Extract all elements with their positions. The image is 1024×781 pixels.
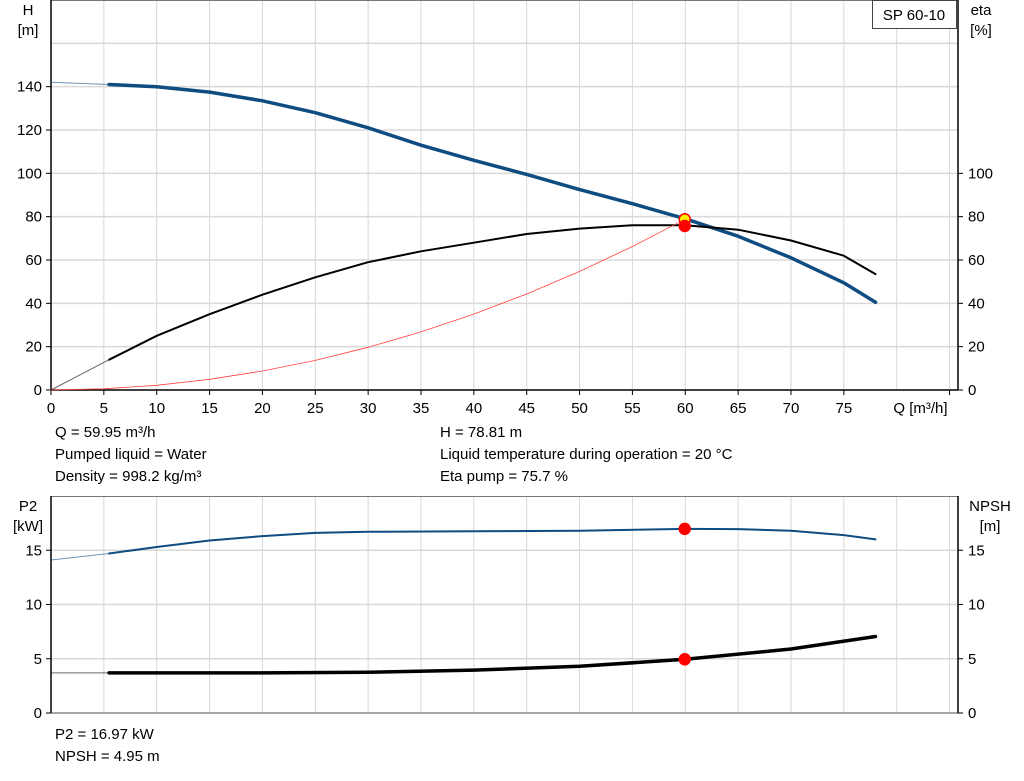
y-tick-label-right: 15 (968, 542, 985, 559)
y-tick-label-right: 0 (968, 705, 976, 722)
curve-eta-extrapolated (50, 359, 110, 391)
operating-point-eta (678, 219, 691, 233)
y-axis-unit-right: [%] (970, 22, 992, 39)
y-tick-label-right: 20 (968, 339, 985, 356)
operating-point-NPSH (678, 653, 691, 666)
info-density: Density = 998.2 kg/m³ (55, 468, 202, 485)
y-tick-label-left: 15 (25, 542, 42, 559)
model-label-box (872, 0, 957, 29)
x-tick-label: 35 (413, 400, 430, 417)
info-liquid: Pumped liquid = Water (55, 446, 207, 463)
y-axis-label-right: eta (971, 2, 993, 19)
y-tick-label-left: 20 (25, 339, 42, 356)
y-tick-label-left: 80 (25, 209, 42, 226)
y-tick-label-right: 5 (968, 651, 976, 668)
curve-P2-extrapolated (50, 553, 110, 561)
x-tick-label: 50 (571, 400, 588, 417)
curve-H (107, 82, 878, 305)
y-axis-unit-left: [m] (18, 22, 39, 39)
model-label: SP 60-10 (883, 7, 945, 24)
y-tick-label-left: 5 (34, 651, 42, 668)
x-tick-label: 60 (677, 400, 694, 417)
x-tick-label: 75 (835, 400, 852, 417)
y-axis-label-right: NPSH (969, 498, 1011, 515)
y-tick-label-right: 60 (968, 252, 985, 269)
x-tick-label: 55 (624, 400, 641, 417)
y-tick-label-left: 100 (17, 165, 42, 182)
x-tick-label: 40 (466, 400, 483, 417)
y-tick-label-right: 100 (968, 165, 993, 182)
x-tick-label: 10 (148, 400, 165, 417)
y-axis-unit-right: [m] (980, 518, 1001, 535)
info-npsh: NPSH = 4.95 m (55, 748, 160, 765)
y-tick-label-right: 10 (968, 597, 985, 614)
y-tick-label-left: 120 (17, 122, 42, 139)
x-tick-label: 65 (730, 400, 747, 417)
y-axis-label-left: H (23, 2, 34, 19)
info-flow: Q = 59.95 m³/h (55, 424, 156, 441)
x-tick-label: 5 (100, 400, 108, 417)
y-tick-label-left: 10 (25, 597, 42, 614)
y-tick-label-left: 140 (17, 79, 42, 96)
x-tick-label: 30 (360, 400, 377, 417)
info-left: Q = 59.95 m³/h Pumped liquid = Water Den… (55, 422, 207, 488)
operating-point-P2 (678, 522, 691, 536)
x-tick-label: 25 (307, 400, 324, 417)
curve-NPSH (107, 634, 878, 675)
info-temperature: Liquid temperature during operation = 20… (440, 446, 733, 463)
info-p2: P2 = 16.97 kW (55, 726, 154, 743)
x-tick-label: 20 (254, 400, 271, 417)
y-tick-label-left: 40 (25, 295, 42, 312)
curve-H-extrapolated (50, 81, 110, 85)
x-tick-label: 0 (47, 400, 55, 417)
x-tick-label: 15 (201, 400, 218, 417)
info-eta: Eta pump = 75.7 % (440, 468, 568, 485)
curve-system (50, 218, 686, 391)
x-tick-label: 45 (518, 400, 535, 417)
curve-eta (108, 224, 877, 361)
info-bottom: P2 = 16.97 kW NPSH = 4.95 m (55, 724, 160, 768)
info-right: H = 78.81 m Liquid temperature during op… (440, 422, 732, 488)
x-axis-label: Q [m³/h] (893, 400, 947, 417)
curve-P2 (108, 527, 877, 555)
y-tick-label-left: 60 (25, 252, 42, 269)
y-tick-label-left: 0 (34, 705, 42, 722)
y-axis-label-left: P2 (19, 498, 37, 515)
y-tick-label-right: 80 (968, 209, 985, 226)
y-tick-label-right: 0 (968, 382, 976, 399)
y-tick-label-right: 40 (968, 295, 985, 312)
y-axis-unit-left: [kW] (13, 518, 43, 535)
info-head: H = 78.81 m (440, 424, 523, 441)
y-tick-label-left: 0 (34, 382, 42, 399)
x-tick-label: 70 (783, 400, 800, 417)
